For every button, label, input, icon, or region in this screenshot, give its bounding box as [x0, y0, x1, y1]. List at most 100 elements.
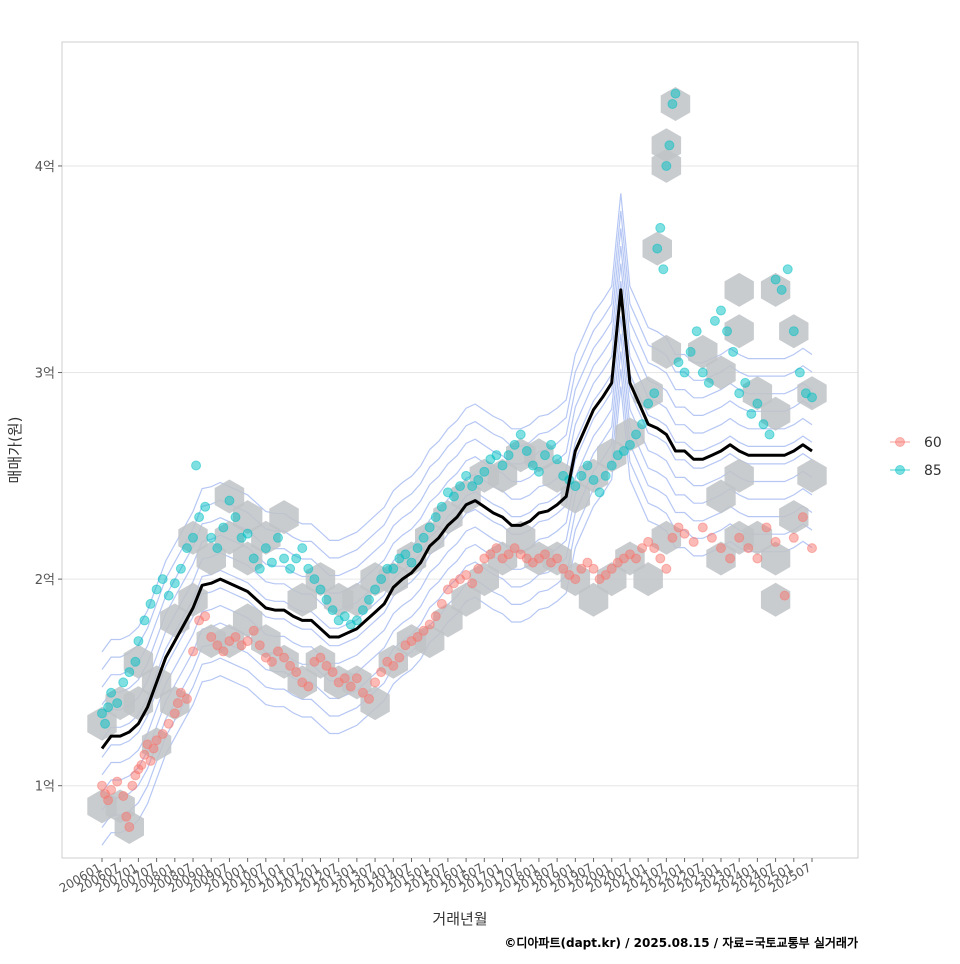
- point-85: [106, 687, 117, 698]
- point-85: [722, 326, 733, 337]
- point-85: [242, 528, 253, 539]
- point-85: [594, 487, 605, 498]
- point-60: [576, 563, 587, 574]
- point-85: [546, 439, 557, 450]
- point-60: [588, 563, 599, 574]
- point-85: [285, 563, 296, 574]
- point-85: [697, 367, 708, 378]
- point-60: [163, 718, 174, 729]
- point-85: [740, 377, 751, 388]
- point-85: [764, 429, 775, 440]
- point-85: [658, 264, 669, 275]
- point-60: [673, 522, 684, 533]
- point-85: [655, 222, 666, 233]
- point-85: [218, 522, 229, 533]
- point-60: [139, 749, 150, 760]
- point-85: [412, 543, 423, 554]
- point-85: [163, 590, 174, 601]
- point-60: [725, 553, 736, 564]
- point-60: [315, 652, 326, 663]
- point-85: [248, 553, 259, 564]
- point-85: [145, 598, 156, 609]
- point-85: [206, 532, 217, 543]
- point-60: [321, 660, 332, 671]
- point-60: [706, 532, 717, 543]
- point-85: [133, 636, 144, 647]
- point-60: [788, 532, 799, 543]
- point-60: [570, 574, 581, 585]
- point-60: [230, 631, 241, 642]
- legend-label: 60: [924, 435, 942, 451]
- point-60: [157, 729, 168, 740]
- point-60: [412, 631, 423, 642]
- point-85: [703, 377, 714, 388]
- point-85: [497, 460, 508, 471]
- legend-key-point: [895, 437, 905, 447]
- panel-border: [61, 41, 859, 859]
- point-60: [103, 795, 114, 806]
- legend-key-point: [895, 465, 905, 475]
- point-85: [194, 512, 205, 523]
- point-60: [503, 549, 514, 560]
- hex-bin: [706, 541, 736, 576]
- hex-bin: [487, 458, 518, 493]
- hex-bin: [597, 438, 627, 473]
- trend-line-group: [100, 288, 813, 750]
- point-85: [303, 563, 314, 574]
- hex-bin: [232, 500, 263, 535]
- point-60: [797, 512, 808, 523]
- point-60: [761, 522, 772, 533]
- point-60: [370, 677, 381, 688]
- point-85: [424, 522, 435, 533]
- point-60: [172, 698, 183, 709]
- point-60: [118, 791, 129, 802]
- point-85: [224, 495, 235, 506]
- point-60: [552, 553, 563, 564]
- point-60: [600, 569, 611, 580]
- legend: 60 85: [890, 435, 942, 479]
- point-60: [807, 543, 817, 554]
- caption: ©디아파트(dapt.kr) / 2025.08.15 / 자료=국토교통부 실…: [504, 935, 858, 950]
- point-60: [169, 708, 180, 719]
- point-60: [424, 619, 435, 630]
- point-85: [794, 367, 805, 378]
- point-60: [637, 543, 648, 554]
- point-85: [157, 574, 168, 585]
- point-85: [661, 160, 672, 171]
- point-85: [728, 346, 739, 357]
- y-tick-label: 4억: [35, 160, 55, 175]
- point-85: [100, 718, 111, 729]
- point-85: [631, 429, 642, 440]
- point-85: [479, 466, 490, 477]
- point-60: [558, 563, 569, 574]
- point-60: [212, 640, 223, 651]
- point-85: [521, 446, 532, 457]
- point-85: [606, 460, 617, 471]
- point-85: [315, 584, 326, 595]
- point-85: [691, 326, 702, 337]
- legend-label: 85: [924, 463, 942, 479]
- density-contour-line: [101, 333, 813, 793]
- hex-bin: [251, 520, 281, 555]
- point-85: [327, 605, 338, 616]
- point-60: [436, 598, 447, 609]
- point-85: [448, 491, 459, 502]
- point-85: [364, 594, 375, 605]
- point-85: [643, 398, 654, 409]
- point-85: [130, 656, 141, 667]
- hex-bin: [724, 458, 754, 493]
- point-60: [106, 784, 117, 795]
- point-85: [436, 501, 447, 512]
- point-85: [455, 481, 466, 492]
- point-60: [175, 687, 186, 698]
- hex-bin: [724, 272, 754, 307]
- point-60: [485, 549, 496, 560]
- hex-bin: [706, 479, 736, 514]
- point-60: [351, 673, 362, 684]
- point-85: [112, 698, 123, 709]
- point-85: [667, 98, 678, 109]
- point-85: [664, 140, 675, 151]
- point-85: [139, 615, 150, 626]
- hex-bin: [415, 520, 445, 555]
